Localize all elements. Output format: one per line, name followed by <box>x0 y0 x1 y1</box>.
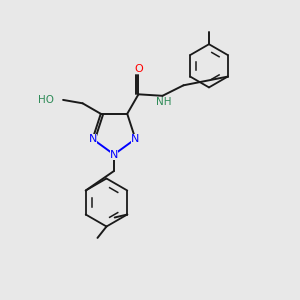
Text: N: N <box>131 134 140 144</box>
Text: O: O <box>134 64 143 74</box>
Text: N: N <box>110 149 118 160</box>
Text: HO: HO <box>38 95 54 105</box>
Text: NH: NH <box>156 98 172 107</box>
Text: N: N <box>88 134 97 144</box>
